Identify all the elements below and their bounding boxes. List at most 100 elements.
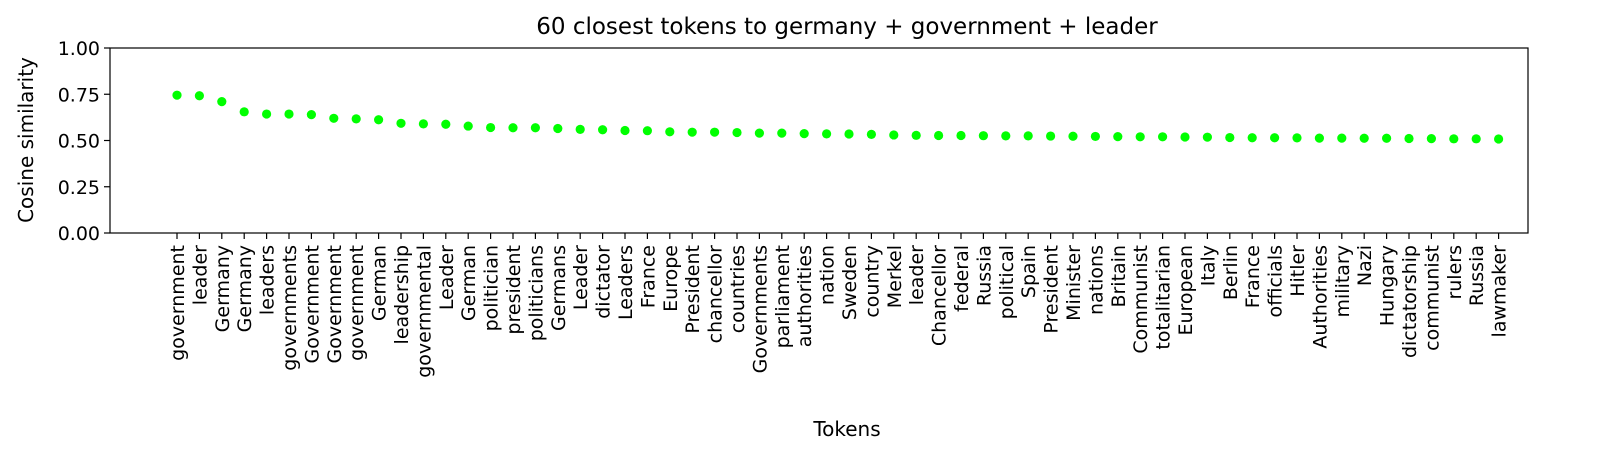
data-point: [217, 97, 227, 107]
data-point: [1292, 133, 1302, 143]
data-point: [687, 127, 697, 137]
data-point: [911, 130, 921, 140]
data-point: [889, 130, 899, 140]
x-tick-label: European: [1175, 245, 1197, 336]
y-tick-label: 1.00: [58, 38, 100, 60]
x-tick-label: Russia: [1466, 245, 1488, 306]
data-point: [530, 123, 541, 133]
x-tick-label: France: [637, 245, 659, 308]
x-tick-label: authorities: [794, 245, 816, 347]
x-tick-label: Britain: [1108, 245, 1130, 308]
x-tick-label: Leader: [436, 245, 458, 310]
data-point: [418, 119, 428, 129]
x-tick-label: dictator: [593, 245, 615, 319]
data-point: [1359, 133, 1369, 143]
y-axis-ticks: 0.00 0.25 0.50 0.75 1.00: [58, 38, 110, 245]
data-point: [1337, 133, 1347, 143]
data-point: [642, 126, 653, 136]
x-tick-label: Chancellor: [929, 245, 951, 346]
x-tick-label: lawmaker: [1489, 245, 1511, 338]
y-tick-label: 0.75: [58, 84, 100, 106]
x-tick-label: totalitarian: [1153, 245, 1175, 350]
data-point: [866, 129, 877, 139]
x-tick-label: Authorities: [1309, 245, 1331, 349]
x-tick-label: nations: [1085, 245, 1107, 315]
x-tick-label: President: [682, 245, 704, 334]
data-point: [194, 91, 204, 101]
x-tick-label: Germany: [234, 245, 256, 332]
x-tick-label: Minister: [1063, 245, 1085, 321]
data-point: [575, 124, 585, 134]
data-point: [1426, 134, 1436, 144]
data-point: [1023, 131, 1033, 141]
x-tick-label: communist: [1421, 245, 1443, 351]
data-point: [396, 118, 406, 128]
x-tick-label: leader: [906, 245, 928, 305]
x-tick-label: officials: [1265, 245, 1287, 318]
x-tick-label: country: [861, 245, 883, 318]
data-point: [799, 129, 809, 139]
data-point: [1180, 132, 1190, 142]
x-tick-label: Communist: [1130, 245, 1152, 354]
x-tick-label: federal: [951, 245, 973, 312]
x-tick-label: German: [369, 245, 391, 321]
x-tick-label: president: [503, 245, 525, 335]
data-point: [262, 109, 272, 119]
data-point: [620, 125, 630, 136]
x-tick-label: government: [346, 245, 368, 361]
data-point: [732, 127, 742, 138]
data-points: [172, 90, 1504, 144]
x-tick-label: German: [458, 245, 480, 321]
data-point: [172, 90, 182, 100]
x-tick-label: France: [1242, 245, 1264, 308]
data-point: [239, 107, 249, 117]
data-point: [1494, 134, 1504, 144]
data-point: [1225, 132, 1235, 143]
x-axis-ticks: government leader Germany Germany leaders gov…: [167, 233, 1511, 378]
x-tick-label: political: [996, 245, 1018, 319]
x-tick-label: President: [1041, 245, 1063, 334]
x-tick-label: governmental: [413, 245, 435, 378]
x-tick-label: nation: [817, 245, 839, 305]
x-tick-label: Leader: [570, 245, 592, 310]
x-tick-label: Nazi: [1354, 245, 1376, 286]
data-point: [978, 131, 989, 141]
x-tick-label: Hitler: [1287, 245, 1309, 297]
data-point: [351, 114, 361, 124]
y-tick-label: 0.50: [58, 131, 100, 153]
data-point: [822, 129, 832, 139]
data-point: [1471, 134, 1481, 144]
data-point: [1314, 133, 1324, 143]
data-point: [463, 121, 473, 131]
x-tick-label: leadership: [391, 245, 413, 344]
data-point: [934, 130, 944, 141]
data-point: [1270, 133, 1280, 143]
data-point: [754, 128, 765, 138]
data-point: [1090, 131, 1100, 142]
data-point: [374, 115, 384, 125]
x-tick-label: Government: [301, 245, 323, 364]
x-tick-label: Europe: [660, 245, 682, 312]
data-point: [1046, 131, 1056, 141]
x-tick-label: politician: [481, 245, 503, 331]
x-tick-label: rulers: [1444, 245, 1466, 300]
data-point: [710, 127, 720, 137]
x-tick-label: Italy: [1197, 245, 1219, 286]
x-tick-label: Leaders: [615, 245, 637, 320]
plot-area-frame: [109, 47, 1529, 234]
chart-title: 60 closest tokens to germany + governmen…: [536, 14, 1158, 40]
x-tick-label: parliament: [772, 245, 794, 348]
data-point: [844, 129, 854, 139]
data-point: [441, 119, 451, 129]
data-point: [1404, 133, 1414, 144]
x-tick-label: Spain: [1018, 245, 1040, 298]
data-point: [1449, 134, 1459, 144]
y-tick-label: 0.25: [58, 177, 100, 199]
data-point: [1202, 132, 1212, 142]
data-point: [1135, 132, 1145, 142]
x-tick-label: Governments: [749, 245, 771, 373]
x-tick-label: Russia: [973, 245, 995, 306]
data-point: [486, 122, 496, 133]
data-point: [1113, 132, 1123, 142]
